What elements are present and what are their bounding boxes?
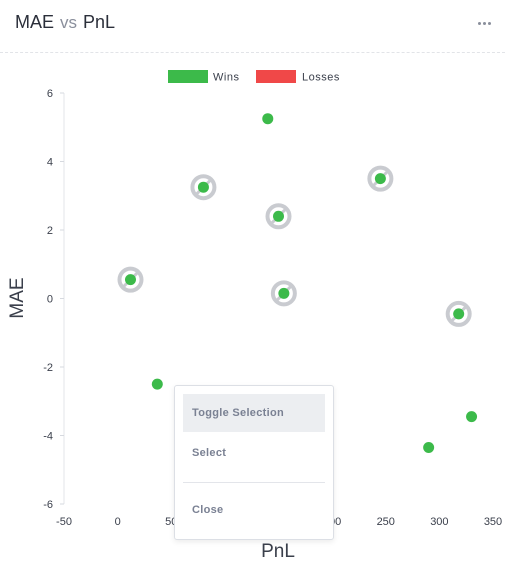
- x-tick-label: -50: [56, 516, 72, 528]
- wins-point: [423, 441, 435, 453]
- wins-point: [262, 113, 274, 125]
- legend-losses-swatch: [256, 70, 296, 83]
- legend-losses-label: Losses: [302, 72, 340, 84]
- kebab-dot: [482, 21, 486, 25]
- title-metric-y: MAE: [15, 12, 55, 32]
- wins-point: [466, 411, 478, 423]
- y-tick-label: 6: [47, 88, 53, 100]
- x-tick-label: 250: [377, 516, 395, 528]
- menu-item-toggle-selection[interactable]: Toggle Selection: [183, 394, 325, 432]
- x-axis-title: PnL: [261, 541, 295, 562]
- wins-point: [278, 287, 290, 299]
- y-tick-label: 0: [47, 294, 53, 306]
- context-menu: Toggle Selection Select Close: [174, 385, 334, 540]
- kebab-dot: [477, 21, 481, 25]
- y-tick-label: -2: [43, 362, 53, 374]
- menu-item-select[interactable]: Select: [192, 447, 227, 459]
- wins-point: [453, 308, 465, 320]
- wins-point: [151, 378, 163, 390]
- x-tick-label: 300: [430, 516, 448, 528]
- wins-point: [124, 274, 136, 286]
- title-vs: vs: [60, 13, 78, 32]
- menu-separator: [183, 482, 325, 483]
- card-header: MAE vs PnL: [0, 0, 505, 53]
- kebab-menu-icon[interactable]: [473, 14, 495, 32]
- y-axis-title: MAE: [7, 277, 28, 318]
- y-tick-label: 2: [47, 225, 53, 237]
- chart-title: MAE vs PnL: [15, 12, 115, 33]
- wins-point: [197, 181, 209, 193]
- y-tick-label: -4: [43, 431, 53, 443]
- x-tick-label: 350: [484, 516, 502, 528]
- wins-point: [273, 210, 284, 222]
- menu-item-close[interactable]: Close: [192, 504, 224, 516]
- y-tick-label: 4: [47, 157, 53, 169]
- y-tick-label: -6: [43, 499, 53, 511]
- legend-wins-swatch: [168, 70, 208, 83]
- legend-wins-label: Wins: [213, 72, 239, 84]
- title-metric-x: PnL: [83, 12, 116, 32]
- kebab-dot: [487, 21, 491, 25]
- wins-point: [374, 173, 386, 185]
- x-tick-label: 0: [115, 516, 121, 528]
